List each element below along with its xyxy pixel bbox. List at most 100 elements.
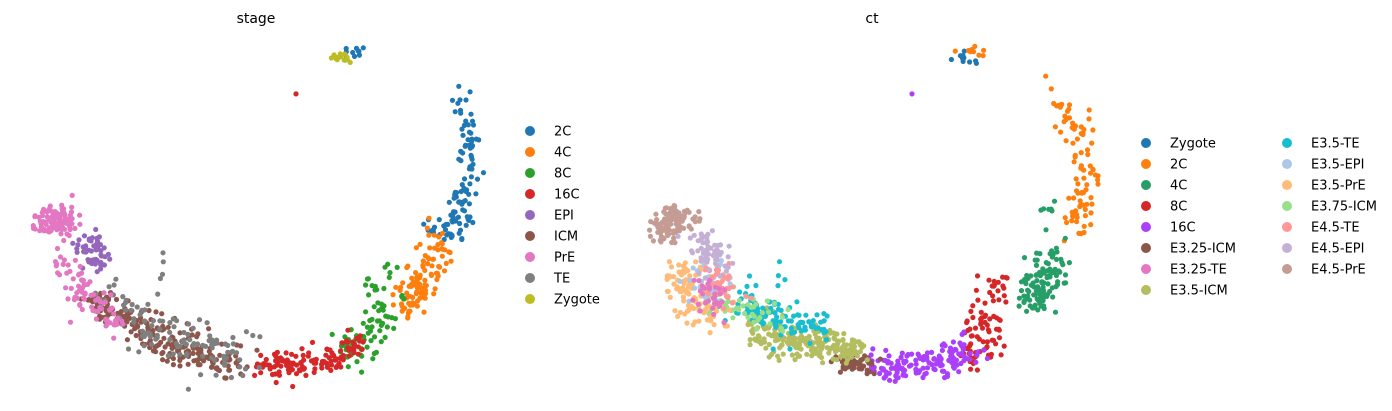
ct-e3-25-icm-point bbox=[871, 371, 877, 377]
ct-e3-5-icm-point bbox=[809, 353, 815, 359]
ct-e4-5-te-point bbox=[730, 284, 736, 290]
stage-2c-point bbox=[451, 195, 457, 201]
ct-e3-5-pre-point bbox=[666, 273, 673, 279]
ct-e3-5-te-point bbox=[770, 346, 776, 352]
ct-4c-point bbox=[1034, 250, 1040, 256]
stage-16c-point bbox=[345, 345, 351, 351]
ct-e4-5-te-point bbox=[726, 285, 732, 292]
ct-2c-point bbox=[1088, 222, 1094, 228]
ct-e3-5-pre-point bbox=[683, 277, 689, 283]
ct-e4-5-epi-point bbox=[706, 267, 712, 273]
stage-icm-point bbox=[150, 348, 157, 354]
stage-4c-point bbox=[404, 264, 410, 271]
stage-pre-point bbox=[108, 292, 114, 298]
ct-legend-label: E4.5-EPI bbox=[1311, 242, 1364, 257]
stage-pre-point bbox=[74, 295, 80, 301]
stage-2c-point bbox=[356, 52, 362, 58]
ct-16c-point bbox=[984, 355, 991, 362]
ct-2c-point bbox=[1078, 163, 1084, 169]
ct-e4-5-epi-point bbox=[725, 254, 731, 260]
stage-2c-point bbox=[459, 235, 465, 242]
ct-8c-point bbox=[970, 303, 976, 309]
ct-16c-point bbox=[908, 362, 914, 368]
stage-pre-point bbox=[60, 208, 66, 215]
stage-te-point bbox=[209, 345, 215, 351]
stage-2c-point bbox=[468, 130, 474, 136]
ct-e3-25-te-point bbox=[695, 301, 702, 307]
ct-e4-5-pre-point bbox=[647, 233, 654, 239]
ct-2c-point bbox=[1082, 206, 1088, 212]
ct-e3-25-icm-point bbox=[837, 369, 844, 375]
ct-e3-5-te-point bbox=[823, 337, 830, 343]
ct-e3-5-icm-point bbox=[859, 344, 865, 350]
stage-4c-point bbox=[408, 283, 414, 289]
stage-2c-point bbox=[461, 122, 467, 128]
stage-te-point bbox=[157, 318, 163, 324]
ct-2c-point bbox=[1072, 210, 1078, 216]
ct-2c-point bbox=[1090, 127, 1096, 133]
stage-2c-point bbox=[467, 89, 473, 95]
stage-4c-point bbox=[402, 305, 408, 311]
ct-legend-marker bbox=[1141, 138, 1151, 148]
stage-legend-marker bbox=[525, 168, 535, 178]
ct-e3-5-icm-point bbox=[755, 338, 762, 344]
ct-16c-point bbox=[895, 375, 901, 381]
stage-icm-point bbox=[170, 362, 176, 368]
stage-4c-point bbox=[448, 258, 454, 264]
ct-e3-5-icm-point bbox=[851, 339, 857, 345]
stage-te-point bbox=[185, 331, 191, 337]
ct-e4-5-pre-point bbox=[684, 207, 690, 213]
stage-te-point bbox=[143, 331, 149, 337]
stage-16c-point bbox=[274, 349, 280, 355]
stage-legend-marker bbox=[525, 294, 535, 304]
ct-e3-5-te-point bbox=[791, 313, 797, 319]
ct-2c-point bbox=[1089, 201, 1095, 207]
ct-2c-point bbox=[952, 48, 958, 54]
ct-zygote-point bbox=[957, 53, 964, 59]
stage-pre-point bbox=[69, 204, 75, 210]
ct-e4-5-te-point bbox=[713, 271, 719, 277]
ct-e3-75-icm-point bbox=[751, 304, 757, 310]
ct-e3-25-icm-point bbox=[854, 359, 860, 365]
ct-e4-5-te-point bbox=[729, 300, 736, 306]
ct-e4-5-epi-point bbox=[726, 243, 732, 249]
stage-pre-point bbox=[70, 276, 76, 282]
stage-pre-point bbox=[77, 301, 83, 308]
stage-2c-point bbox=[467, 145, 473, 151]
ct-legend-item-e3-5-epi: E3.5-EPI bbox=[1282, 158, 1364, 173]
stage-icm-point bbox=[169, 343, 175, 349]
ct-8c-point bbox=[980, 339, 986, 345]
ct-8c-point bbox=[970, 314, 976, 321]
ct-legend-marker bbox=[1141, 243, 1151, 253]
ct-e3-5-te-point bbox=[773, 324, 779, 330]
ct-e3-75-icm-point bbox=[767, 321, 773, 327]
ct-8c-point bbox=[987, 289, 993, 296]
stage-16c-point bbox=[274, 355, 280, 361]
stage-16c-point bbox=[351, 350, 357, 356]
ct-e3-5-pre-point bbox=[687, 273, 693, 279]
stage-4c-point bbox=[435, 242, 441, 248]
stage-te-point bbox=[167, 336, 173, 343]
stage-8c-point bbox=[363, 282, 369, 288]
ct-16c-point bbox=[895, 363, 901, 369]
ct-2c-point bbox=[981, 47, 987, 53]
ct-8c-point bbox=[967, 326, 973, 332]
ct-e3-5-pre-point bbox=[696, 318, 702, 324]
ct-e3-5-pre-point bbox=[681, 298, 687, 304]
stage-te-point bbox=[212, 357, 218, 363]
ct-e4-5-pre-point bbox=[650, 238, 657, 244]
stage-legend: 2C 4C 8C 16C EPI ICM PrE TE Zygote bbox=[525, 125, 600, 308]
ct-8c-point bbox=[968, 308, 974, 314]
ct-e4-5-epi-point bbox=[705, 244, 711, 250]
stage-4c-point bbox=[424, 225, 430, 231]
ct-e3-5-icm-point bbox=[848, 344, 855, 350]
ct-8c-point bbox=[975, 297, 981, 303]
ct-legend-label: E3.75-ICM bbox=[1311, 200, 1377, 215]
stage-4c-point bbox=[437, 264, 443, 270]
ct-2c-point bbox=[1062, 215, 1068, 221]
stage-te-point bbox=[167, 329, 173, 335]
stage-4c-point bbox=[398, 284, 404, 290]
ct-4c-point bbox=[1054, 282, 1061, 288]
ct-2c-point bbox=[1064, 108, 1071, 114]
ct-e3-5-icm-point bbox=[778, 342, 785, 348]
